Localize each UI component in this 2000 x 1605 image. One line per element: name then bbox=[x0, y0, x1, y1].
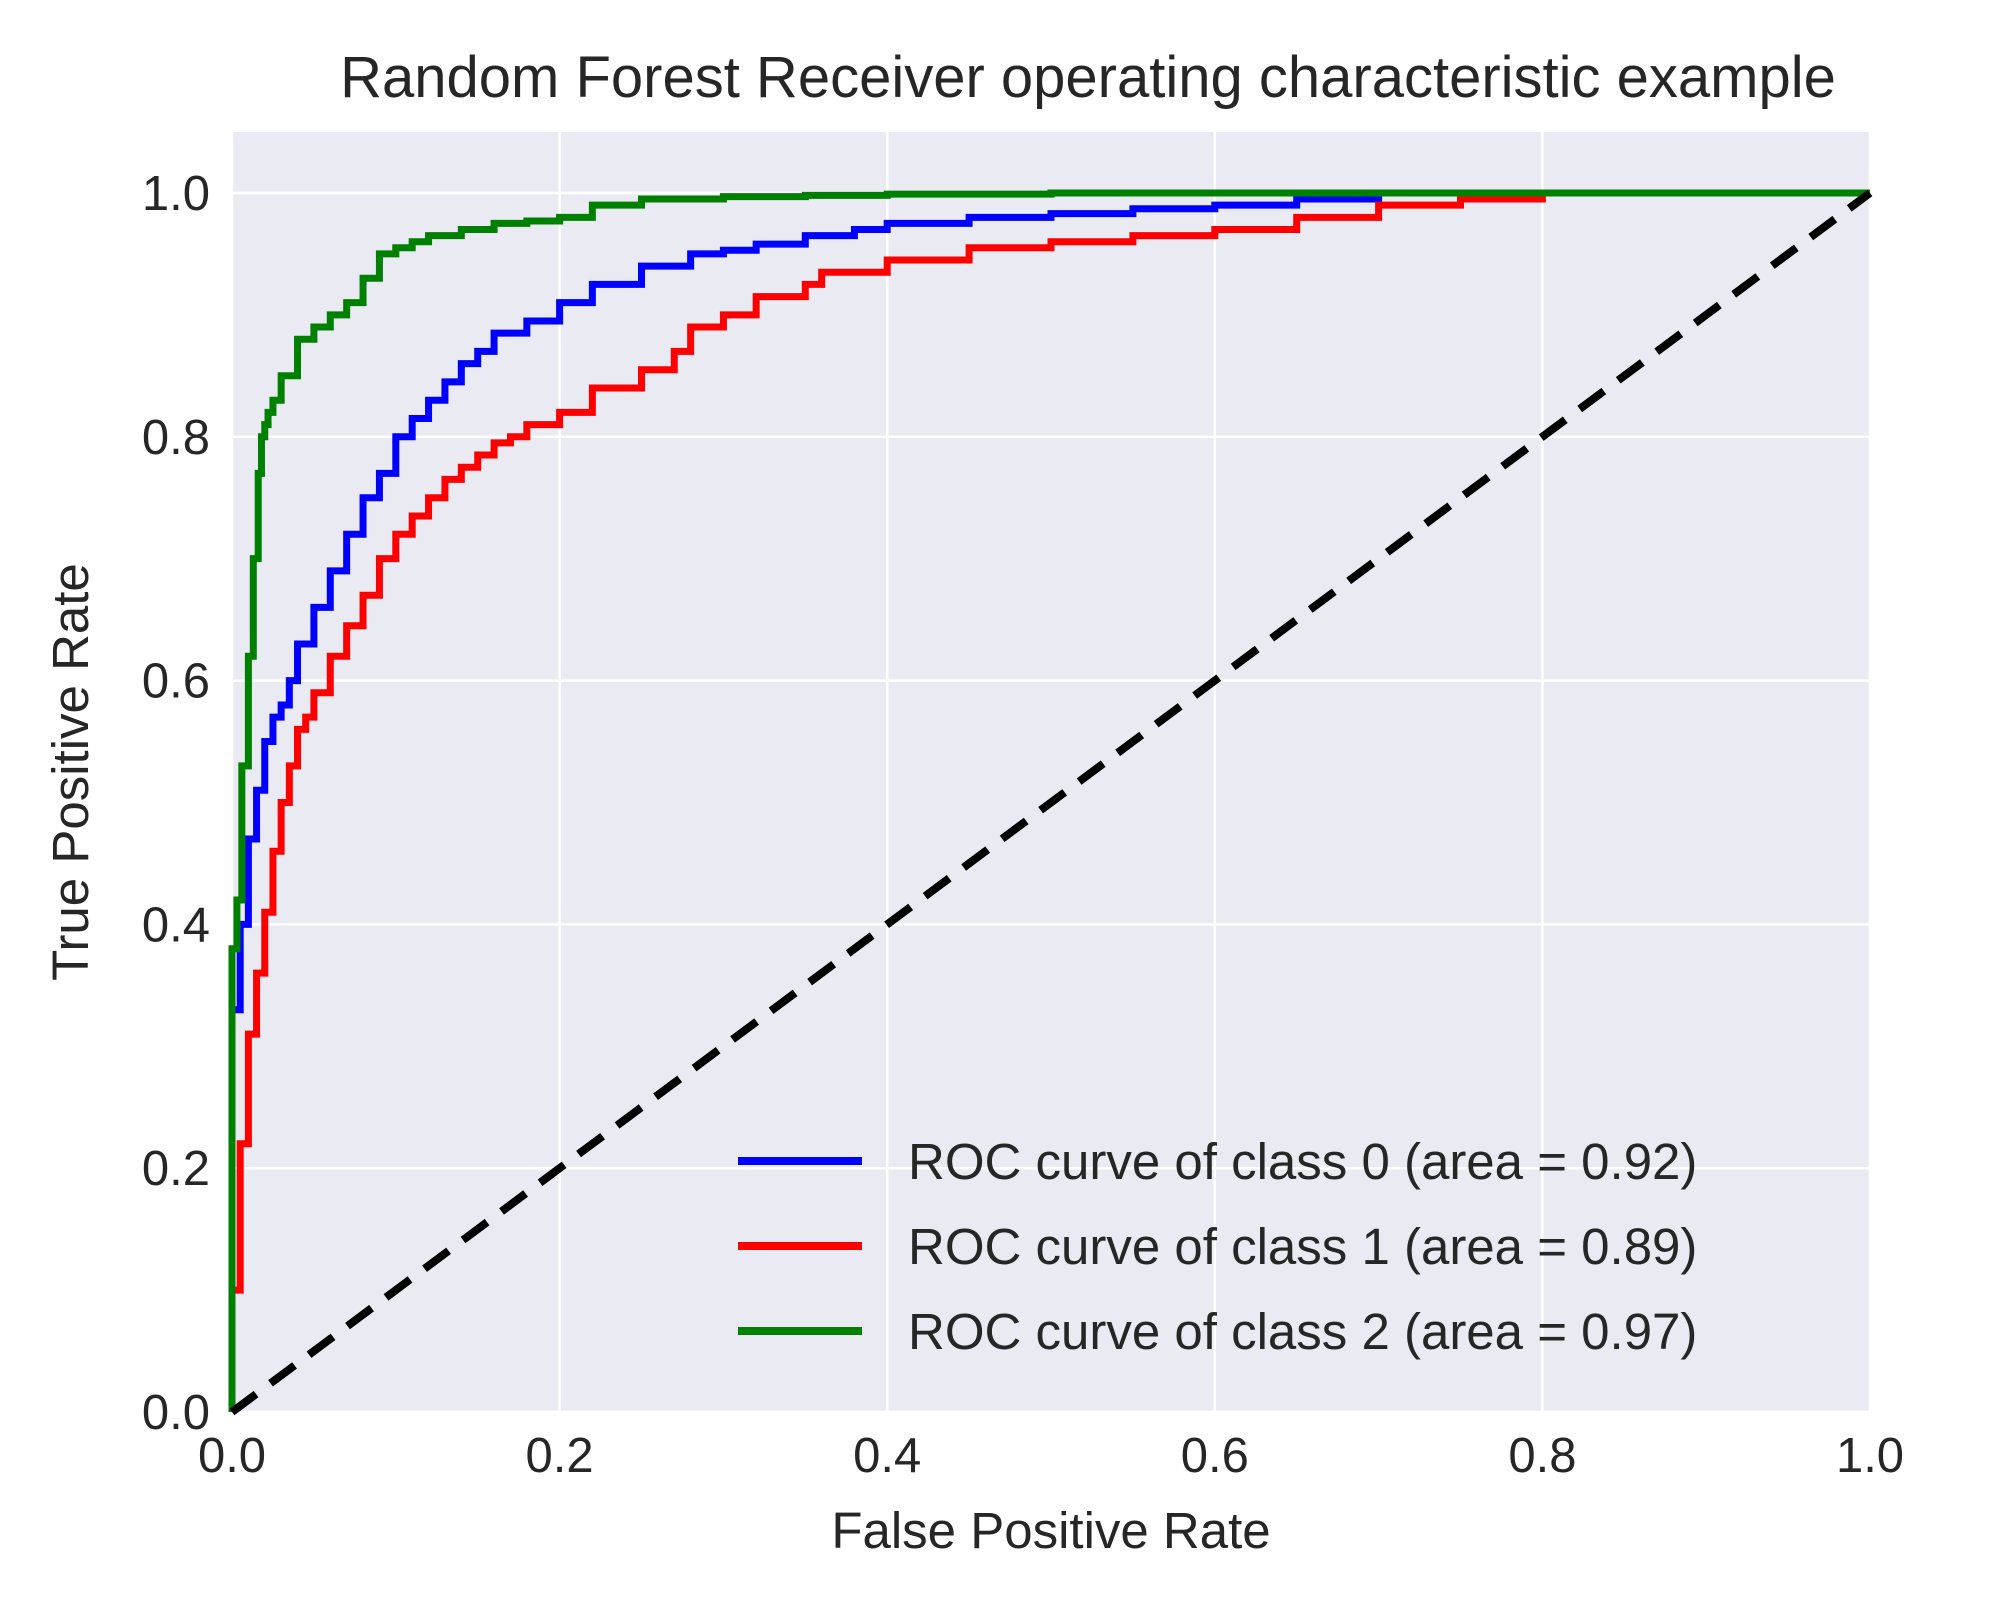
x-tick-label-3: 0.6 bbox=[1181, 1429, 1249, 1483]
x-tick-label-5: 1.0 bbox=[1836, 1429, 1904, 1483]
x-tick-label-4: 0.8 bbox=[1508, 1429, 1576, 1483]
y-tick-label-2: 0.4 bbox=[142, 898, 210, 952]
chart-title: Random Forest Receiver operating charact… bbox=[340, 45, 1836, 110]
roc-curve-class-1 bbox=[228, 189, 1870, 1412]
x-tick-label-1: 0.2 bbox=[526, 1429, 594, 1483]
tick-labels: 0.0 0.2 0.4 0.6 0.8 1.0 0.0 0.2 0.4 0.6 0.8 1.0 bbox=[142, 167, 1904, 1483]
y-tick-label-3: 0.6 bbox=[142, 655, 210, 709]
roc-curve-class-2 bbox=[228, 189, 1870, 1412]
legend: ROC curve of class 0 (area = 0.92) ROC cu… bbox=[738, 1133, 1697, 1360]
x-axis-label: False Positive Rate bbox=[831, 1502, 1270, 1559]
plot-area bbox=[232, 132, 1870, 1412]
series-layer bbox=[228, 189, 1873, 1416]
roc-curve-class-0 bbox=[228, 189, 1870, 1412]
legend-label-class-1: ROC curve of class 1 (area = 0.89) bbox=[908, 1218, 1697, 1275]
legend-label-class-2: ROC curve of class 2 (area = 0.97) bbox=[908, 1303, 1697, 1360]
y-tick-label-5: 1.0 bbox=[142, 167, 210, 221]
y-axis-label: True Positive Rate bbox=[42, 563, 99, 981]
y-tick-label-4: 0.8 bbox=[142, 411, 210, 465]
y-tick-label-1: 0.2 bbox=[142, 1142, 210, 1196]
y-tick-label-0: 0.0 bbox=[142, 1386, 210, 1440]
chance-diagonal-line bbox=[229, 189, 1873, 1416]
legend-label-class-0: ROC curve of class 0 (area = 0.92) bbox=[908, 1133, 1697, 1190]
x-tick-label-2: 0.4 bbox=[853, 1429, 921, 1483]
x-tick-label-0: 0.0 bbox=[198, 1429, 266, 1483]
